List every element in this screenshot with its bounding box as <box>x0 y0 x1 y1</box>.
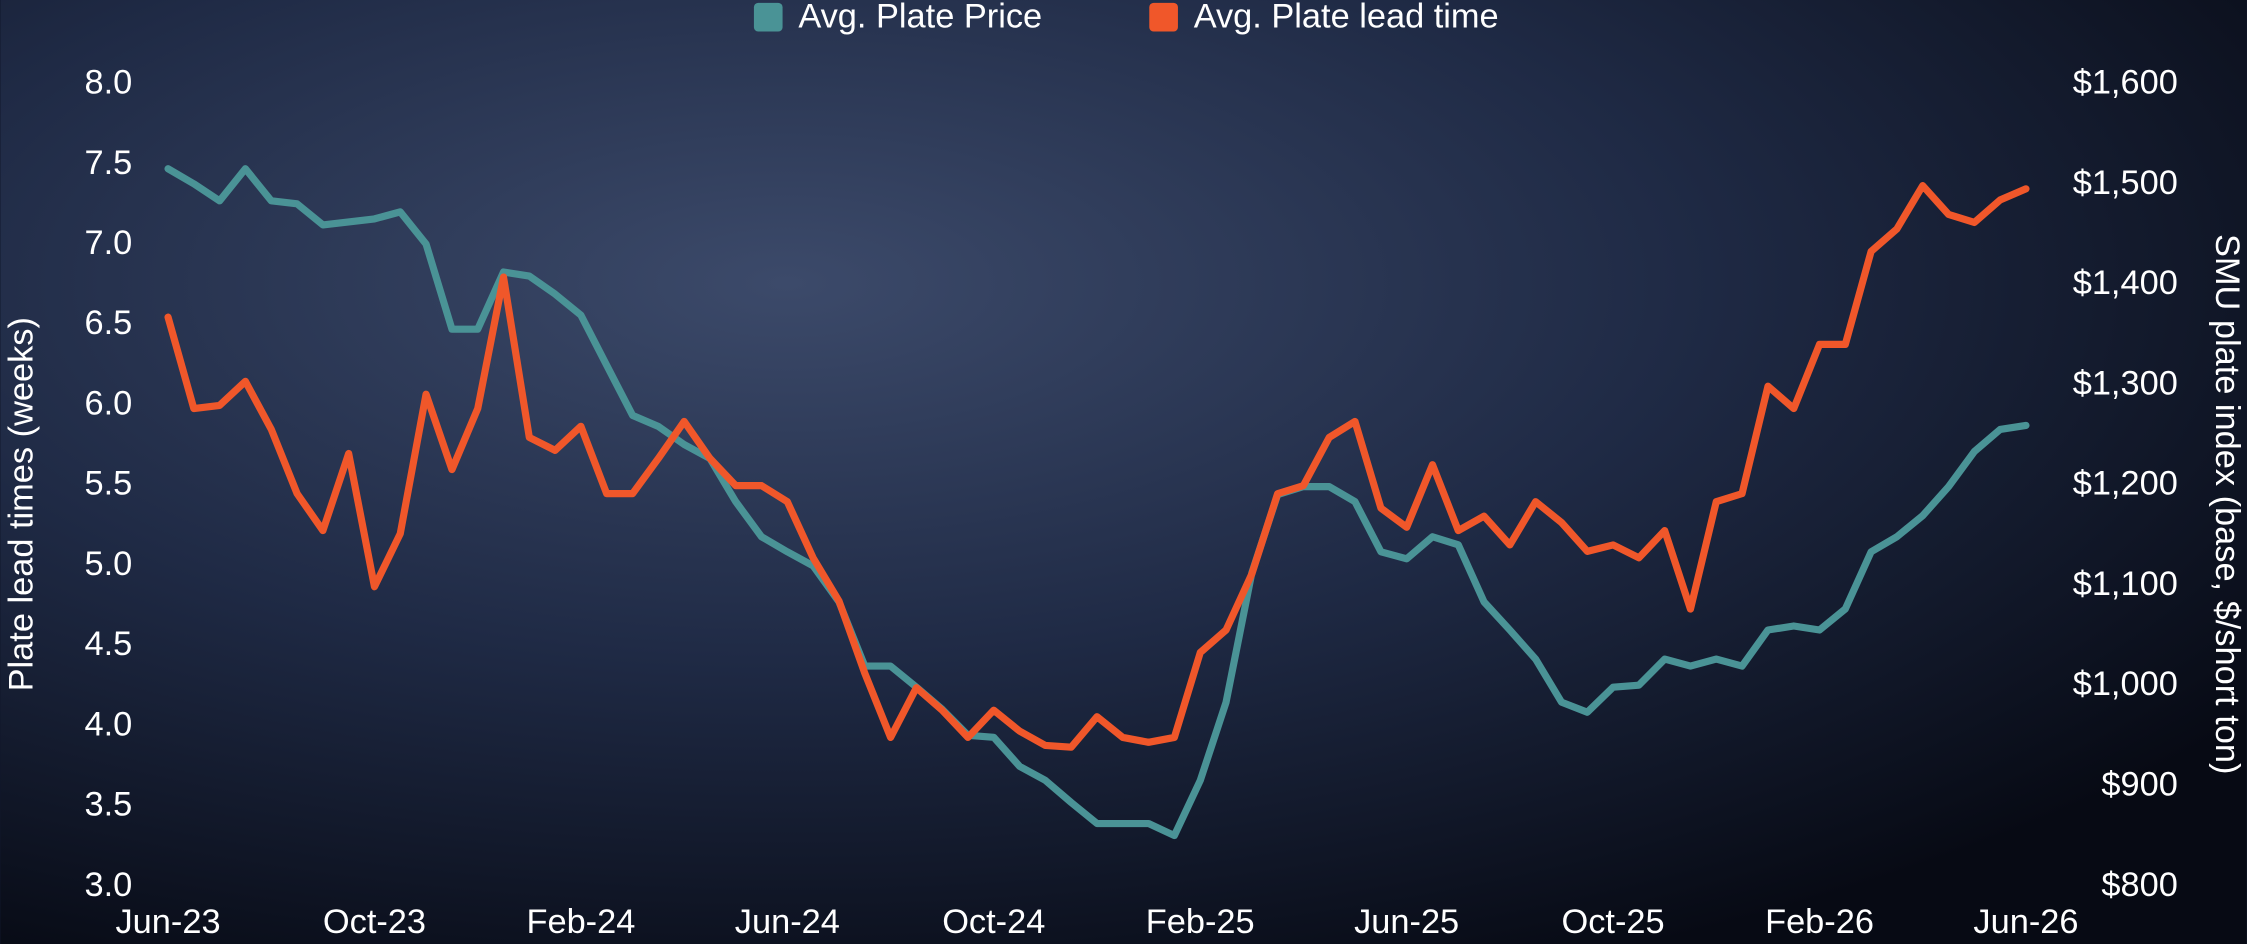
y-tick-label: 6.0 <box>84 384 132 422</box>
y2-tick-label: $1,400 <box>2073 264 2178 302</box>
x-tick-label: Feb-24 <box>526 903 635 941</box>
x-tick-label: Feb-25 <box>1146 903 1255 941</box>
y-tick-label: 8.0 <box>84 64 132 102</box>
background <box>0 0 2246 944</box>
y-tick-label: 7.0 <box>84 224 132 262</box>
y2-tick-label: $1,000 <box>2073 665 2178 703</box>
y-tick-label: 5.0 <box>84 545 132 583</box>
y-tick-label: 3.5 <box>84 786 132 824</box>
y2-axis-title: SMU plate index (base, $/short ton) <box>2208 234 2246 774</box>
legend-label: Avg. Plate lead time <box>1194 0 1499 36</box>
x-tick-label: Oct-25 <box>1562 903 1665 941</box>
x-tick-label: Jun-24 <box>735 903 840 941</box>
y-tick-label: 7.5 <box>84 144 132 182</box>
page: Plate lead times (weeks) SMU plate index… <box>0 0 2247 944</box>
y-axis-title: Plate lead times (weeks) <box>2 317 40 691</box>
legend-swatch <box>754 3 783 32</box>
x-tick-label: Jun-25 <box>1354 903 1459 941</box>
y2-tick-label: $1,300 <box>2073 364 2178 402</box>
x-tick-label: Feb-26 <box>1765 903 1874 941</box>
y2-tick-label: $1,600 <box>2073 64 2178 102</box>
x-tick-label: Jun-23 <box>116 903 221 941</box>
y-tick-label: 6.5 <box>84 304 132 342</box>
y-tick-label: 5.5 <box>84 465 132 503</box>
y2-tick-label: $800 <box>2101 866 2177 904</box>
y2-tick-label: $1,100 <box>2073 565 2178 603</box>
legend-label: Avg. Plate Price <box>798 0 1042 36</box>
x-tick-label: Oct-24 <box>942 903 1045 941</box>
x-tick-label: Jun-26 <box>1973 903 2078 941</box>
legend-swatch <box>1149 3 1178 32</box>
y-tick-label: 4.0 <box>84 705 132 743</box>
y2-tick-label: $1,500 <box>2073 164 2178 202</box>
chart: Plate lead times (weeks) SMU plate index… <box>0 0 2247 944</box>
y-tick-label: 3.0 <box>84 866 132 904</box>
x-tick-label: Oct-23 <box>323 903 426 941</box>
y-tick-label: 4.5 <box>84 625 132 663</box>
y2-tick-label: $1,200 <box>2073 465 2178 503</box>
y2-tick-label: $900 <box>2101 766 2177 804</box>
